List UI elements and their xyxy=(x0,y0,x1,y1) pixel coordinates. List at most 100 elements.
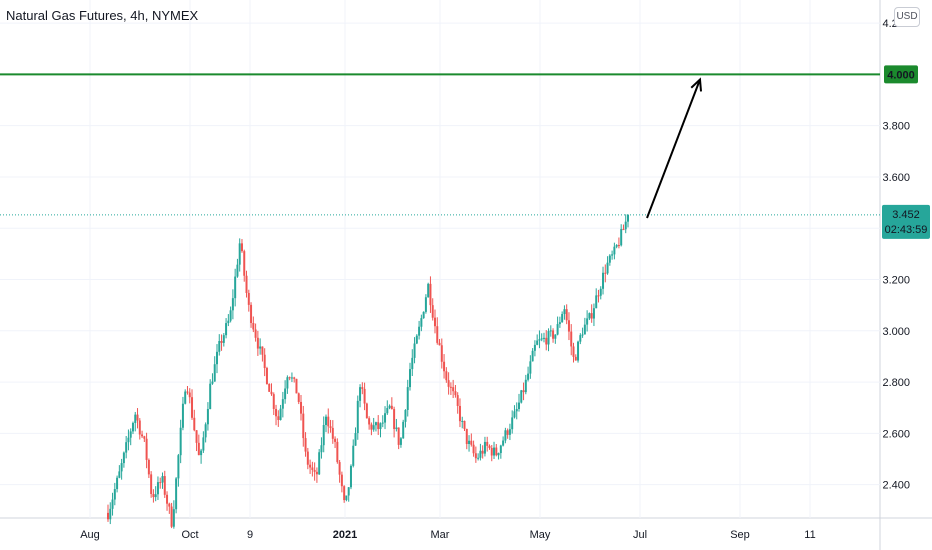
candle-body-down xyxy=(313,469,316,472)
candle-body-up xyxy=(354,433,357,446)
candle-body-down xyxy=(365,403,368,419)
candle-body-up xyxy=(131,422,134,432)
candle-body-down xyxy=(393,409,396,429)
candle-body-down xyxy=(247,292,250,305)
candle-body-up xyxy=(388,405,391,409)
candle-body-down xyxy=(268,383,271,392)
candle-body-up xyxy=(558,322,561,325)
candle-body-up xyxy=(461,420,464,422)
candle-body-up xyxy=(624,221,627,230)
candle-body-down xyxy=(295,378,298,394)
candle-body-up xyxy=(583,324,586,335)
candle-body-down xyxy=(254,329,257,338)
candle-body-down xyxy=(170,506,173,527)
candle-body-up xyxy=(556,324,559,335)
x-tick-label: Jul xyxy=(633,529,647,541)
candle-body-down xyxy=(465,428,468,445)
candle-body-up xyxy=(222,335,225,343)
candle-body-up xyxy=(116,477,119,490)
candle-body-down xyxy=(263,354,266,369)
candle-body-down xyxy=(147,459,150,475)
candle-body-down xyxy=(272,394,275,409)
candle-body-down xyxy=(297,393,300,402)
candle-body-down xyxy=(433,317,436,327)
candle-body-up xyxy=(561,314,564,323)
candle-body-down xyxy=(617,245,620,247)
candle-body-up xyxy=(493,447,496,456)
candle-body-down xyxy=(604,272,607,274)
candle-body-up xyxy=(229,310,232,321)
candle-body-up xyxy=(352,445,355,466)
candle-body-down xyxy=(338,462,341,475)
candle-body-up xyxy=(413,343,416,358)
candle-body-up xyxy=(404,409,407,422)
candle-body-up xyxy=(399,438,402,445)
candle-body-up xyxy=(499,445,502,454)
candle-body-up xyxy=(411,357,414,370)
candle-body-up xyxy=(542,337,545,339)
candle-body-up xyxy=(406,387,409,410)
candle-body-up xyxy=(409,369,412,388)
currency-button[interactable]: USD xyxy=(894,7,920,27)
candle-body-down xyxy=(336,441,339,463)
candle-body-down xyxy=(265,368,268,384)
candle-body-up xyxy=(259,346,262,349)
candle-body-up xyxy=(592,308,595,319)
candle-body-up xyxy=(179,427,182,456)
candle-body-down xyxy=(195,430,198,443)
candle-body-down xyxy=(454,391,457,396)
candle-body-up xyxy=(518,402,521,410)
candle-body-up xyxy=(206,409,209,425)
y-tick-label: 2.400 xyxy=(882,480,910,492)
candle-body-down xyxy=(302,413,305,439)
candle-body-up xyxy=(549,330,552,332)
candle-body-down xyxy=(143,436,146,439)
candle-body-up xyxy=(479,450,482,458)
candle-body-down xyxy=(197,442,200,456)
candle-body-up xyxy=(579,335,582,342)
candle-body-up xyxy=(236,264,239,277)
candle-body-up xyxy=(227,320,230,324)
candle-body-down xyxy=(552,330,555,339)
x-tick-label: 11 xyxy=(804,529,815,541)
candle-body-down xyxy=(141,434,144,437)
candle-body-up xyxy=(602,272,605,289)
candle-body-up xyxy=(538,339,541,341)
candle-body-up xyxy=(134,414,137,423)
candle-body-down xyxy=(590,313,593,319)
y-tick-label: 3.200 xyxy=(882,275,910,287)
candle-body-up xyxy=(202,437,205,451)
trend-arrow-line xyxy=(646,79,701,219)
candle-body-up xyxy=(111,499,114,509)
candle-body-up xyxy=(345,495,348,501)
candle-body-down xyxy=(574,356,577,361)
candle-body-up xyxy=(427,283,430,298)
candle-body-up xyxy=(211,381,214,384)
last-price-badge xyxy=(882,204,930,239)
candle-body-up xyxy=(225,323,228,336)
candle-body-down xyxy=(240,243,243,252)
candle-body-down xyxy=(261,346,264,355)
candle-body-up xyxy=(577,341,580,361)
candle-body-down xyxy=(138,420,141,435)
candle-body-up xyxy=(524,379,527,393)
last-price-label: 3.452 xyxy=(892,209,920,221)
candle-body-up xyxy=(204,424,207,438)
candle-body-up xyxy=(347,487,350,496)
candle-body-up xyxy=(286,377,289,389)
candle-body-down xyxy=(449,386,452,388)
candle-body-down xyxy=(186,391,189,393)
candle-body-down xyxy=(168,503,171,507)
candle-body-up xyxy=(379,423,382,430)
candle-body-up xyxy=(231,298,234,311)
y-tick-label: 2.800 xyxy=(882,377,910,389)
candle-body-down xyxy=(545,337,548,345)
candle-body-up xyxy=(468,440,471,445)
candle-body-down xyxy=(343,486,346,501)
candle-body-up xyxy=(372,425,375,430)
candle-body-up xyxy=(611,254,614,256)
candle-body-up xyxy=(120,463,123,472)
candle-body-up xyxy=(172,509,175,527)
